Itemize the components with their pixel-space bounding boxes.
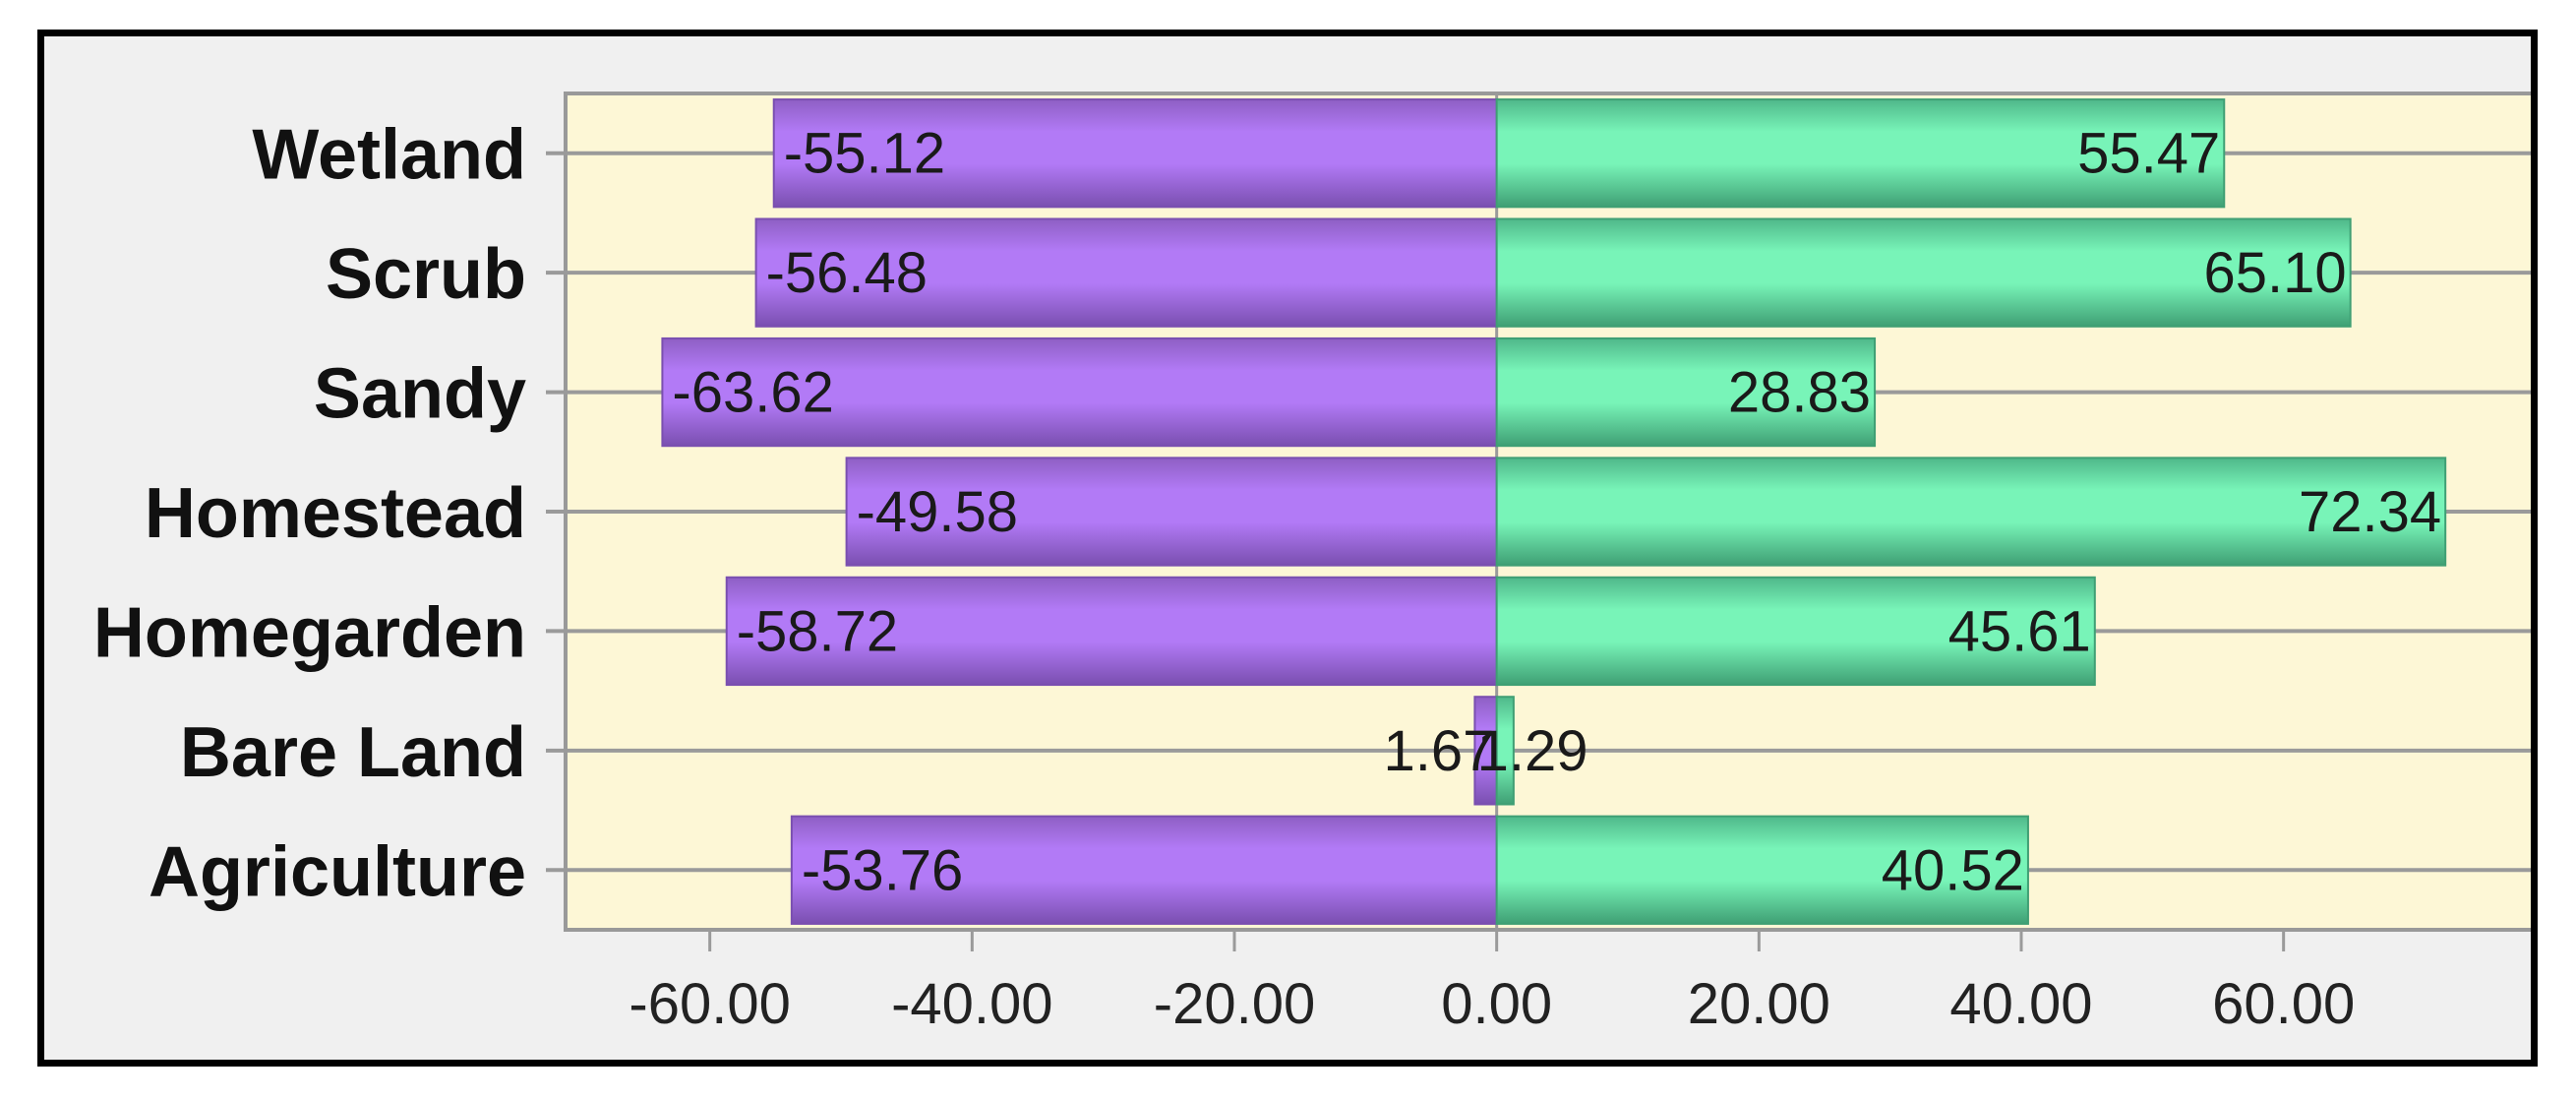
data-label: -63.62 [672,361,833,425]
negative-bar-sandy [661,336,1498,448]
data-label: -49.58 [857,480,1018,544]
positive-bar-homegarden [1495,576,2096,687]
x-tick-label: -60.00 [629,972,790,1036]
positive-bar-sandy [1495,336,1877,448]
category-label-sandy: Sandy [314,355,526,434]
data-label: 55.47 [2077,122,2220,186]
positive-bar-homestead [1495,457,2447,567]
x-tick-label: 20.00 [1688,972,1830,1036]
category-label-wetland: Wetland [252,116,526,195]
category-label-homegarden: Homegarden [93,593,526,672]
category-label-bare-land: Bare Land [180,713,526,792]
data-labels: -55.12 55.47 -56.48 65.10 -63.62 28.83 -49.58 7… [672,122,2441,903]
data-label: 45.61 [1948,599,2091,663]
data-label: 1.67 [1384,719,1495,783]
positive-bar-scrub [1495,217,2352,328]
chart-frame: -55.12 55.47 -56.48 65.10 -63.62 28.83 -49.58 7… [37,30,2538,1067]
data-label: -53.76 [802,838,963,902]
data-label: -55.12 [784,122,945,186]
positive-bar-wetland [1495,98,2226,209]
x-tick-label: 40.00 [1949,972,2092,1036]
data-label: 72.34 [2299,480,2441,544]
negative-bar-scrub [754,217,1498,328]
category-labels: Wetland Scrub Sandy Homestead Homegarden Bare… [93,116,526,912]
category-label-scrub: Scrub [326,235,526,314]
data-label: 1.29 [1477,719,1588,783]
category-label-agriculture: Agriculture [149,832,526,911]
x-tick-label: -40.00 [891,972,1052,1036]
positive-bar-bare-land [1495,696,1515,806]
data-label: -58.72 [737,599,898,663]
x-axis-ticks: -60.00 -40.00 -20.00 0.00 20.00 40.00 60.00 [629,930,2355,1036]
data-label: 28.83 [1728,361,1871,425]
negative-bar-wetland [772,98,1498,209]
x-tick-label: 60.00 [2212,972,2355,1036]
data-label: 40.52 [1882,838,2024,902]
negative-bar-homestead [845,457,1498,567]
negative-bar-agriculture [790,815,1498,925]
data-label: 65.10 [2204,241,2347,305]
positive-bar-agriculture [1495,815,2029,925]
x-tick-label: 0.00 [1441,972,1552,1036]
category-label-homestead: Homestead [145,474,526,553]
data-label: -56.48 [766,241,928,305]
negative-bar-homegarden [725,576,1498,687]
diverging-bar-chart: -55.12 55.47 -56.48 65.10 -63.62 28.83 -49.58 7… [93,92,2531,1036]
x-tick-label: -20.00 [1154,972,1315,1036]
bars [661,98,2447,925]
